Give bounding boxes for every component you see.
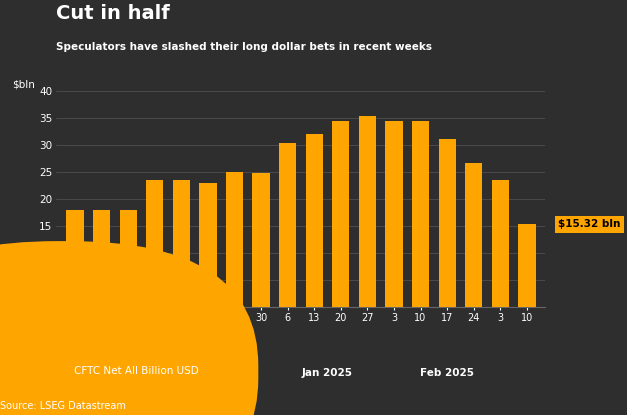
Text: CFTC Net All Billion USD: CFTC Net All Billion USD [74,366,199,376]
Bar [465,163,482,307]
Text: $15.32 bln: $15.32 bln [558,220,620,229]
Bar [359,116,376,307]
Text: Source: LSEG Datastream: Source: LSEG Datastream [0,401,126,411]
Text: $bln: $bln [13,79,35,89]
Text: Feb 2025: Feb 2025 [420,368,474,378]
Bar [253,173,270,307]
Bar [66,210,83,307]
Bar [279,142,297,307]
Text: Cut in half: Cut in half [56,4,170,23]
Bar [226,172,243,307]
Bar [305,134,323,307]
Bar [492,180,509,307]
Bar [386,121,403,307]
Bar [332,121,349,307]
Text: Speculators have slashed their long dollar bets in recent weeks: Speculators have slashed their long doll… [56,42,433,51]
Bar [93,210,110,307]
Bar [412,121,429,307]
Bar [172,180,190,307]
Bar [438,139,456,307]
Bar [199,183,216,307]
Bar [519,225,535,307]
Text: Dec 2024: Dec 2024 [194,368,248,378]
Bar [120,210,137,307]
Text: Jan 2025: Jan 2025 [302,368,353,378]
Bar [146,180,164,307]
Text: Nov 2024: Nov 2024 [87,368,143,378]
